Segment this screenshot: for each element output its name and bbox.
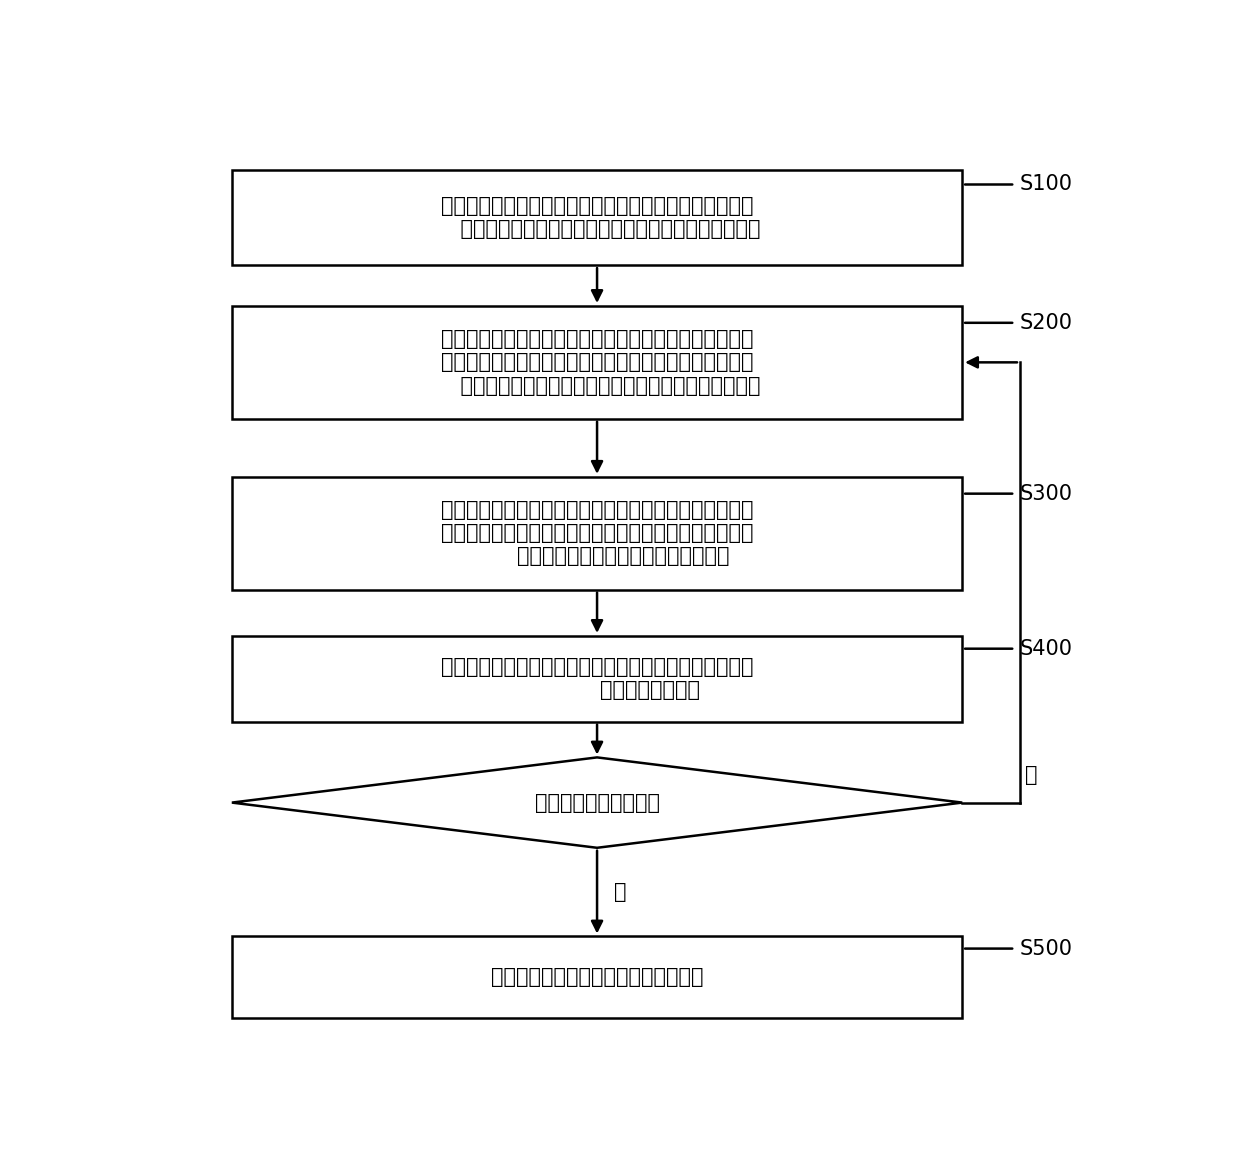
Text: S200: S200	[1019, 312, 1073, 332]
FancyBboxPatch shape	[232, 477, 962, 589]
Polygon shape	[232, 757, 962, 848]
FancyBboxPatch shape	[232, 306, 962, 419]
Text: 否: 否	[614, 882, 627, 902]
Text: 以前一时相遥感影像相对应的矢量图斑为基准对后一时相
    遥感影像进行分割，获取后一时相遥感影像的分割图斑: 以前一时相遥感影像相对应的矢量图斑为基准对后一时相 遥感影像进行分割，获取后一时…	[434, 196, 760, 239]
Text: S300: S300	[1019, 484, 1073, 504]
Text: S500: S500	[1019, 938, 1073, 959]
FancyBboxPatch shape	[232, 937, 962, 1018]
Text: S400: S400	[1019, 639, 1073, 659]
FancyBboxPatch shape	[232, 170, 962, 265]
Text: S100: S100	[1019, 175, 1073, 195]
Text: 是: 是	[1024, 764, 1037, 784]
Text: 还有未判断的分割图斑: 还有未判断的分割图斑	[534, 792, 660, 812]
Text: 计算所有发生变化的分割图斑的总面积: 计算所有发生变化的分割图斑的总面积	[491, 967, 703, 987]
FancyBboxPatch shape	[232, 636, 962, 722]
Text: 通过比较后一空间向量和前一空间向量判断所选择的分割
                图斑是否发生变化: 通过比较后一空间向量和前一空间向量判断所选择的分割 图斑是否发生变化	[440, 657, 754, 701]
Text: 提取所选定的分割图斑对应的后一时相遥感影像的与前一
空间向量特征相对应的特征构成后一空间向量特征，并根
        据后一空间特征向量构建后一空间向量: 提取所选定的分割图斑对应的后一时相遥感影像的与前一 空间向量特征相对应的特征构成…	[440, 500, 754, 566]
Text: 选定一个分割图斑，提取所选定的分割图斑对应的前一时
相遥感影像区域的全部或部分遥感影像特征构成前一空间
    向量特征，并根据前一空间向量特征构建前一空间向量: 选定一个分割图斑，提取所选定的分割图斑对应的前一时 相遥感影像区域的全部或部分遥…	[434, 329, 760, 396]
